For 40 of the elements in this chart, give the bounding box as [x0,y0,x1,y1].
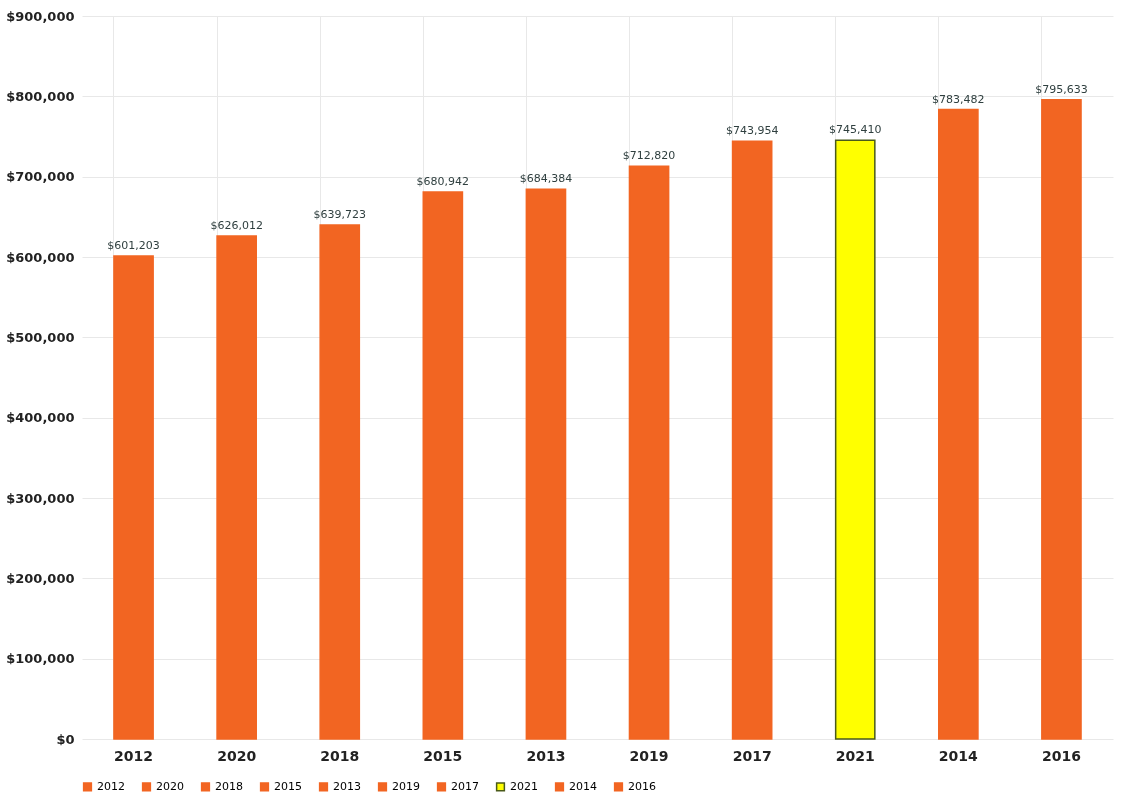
x-tick-label: 2019 [629,747,669,764]
y-tick-label: $200,000 [6,570,75,586]
x-tick-label: 2014 [938,747,979,764]
legend-label: 2019 [392,779,420,793]
y-tick-label: $500,000 [6,329,75,345]
data-label: $601,203 [107,239,160,253]
legend-label: 2014 [569,779,597,793]
legend-label: 2018 [215,779,243,793]
data-label: $745,410 [829,123,882,137]
data-label: $783,482 [932,92,985,106]
x-tick-label: 2017 [732,747,772,764]
x-tick-label: 2018 [320,747,360,764]
data-label: $684,384 [519,172,573,186]
legend-label: 2017 [451,779,479,793]
y-tick-label: $700,000 [6,169,75,185]
x-tick-label: 2021 [835,747,875,764]
x-tick-label: 2015 [423,747,463,764]
legend-label: 2020 [156,779,184,793]
data-label: $626,012 [210,219,263,233]
y-tick-label: $600,000 [6,249,75,265]
x-tick-label: 2013 [526,747,566,764]
data-label: $680,942 [416,174,470,188]
data-label: $795,633 [1035,82,1088,96]
x-tick-label: 2020 [217,747,257,764]
data-label: $712,820 [622,149,676,163]
y-tick-label: $400,000 [6,410,75,426]
data-label: $743,954 [725,124,779,138]
legend-label: 2013 [333,779,361,793]
y-tick-label: $0 [56,731,75,747]
data-label: $639,723 [313,208,366,222]
x-tick-label: 2012 [114,747,154,764]
legend-label: 2021 [510,779,538,793]
y-tick-label: $100,000 [6,651,75,667]
y-tick-label: $300,000 [6,490,75,506]
y-tick-label: $900,000 [6,8,75,24]
legend-label: 2015 [274,779,302,793]
legend-label: 2016 [628,779,656,793]
x-tick-label: 2016 [1041,747,1081,764]
legend-label: 2012 [97,779,125,793]
y-tick-label: $800,000 [6,88,75,104]
